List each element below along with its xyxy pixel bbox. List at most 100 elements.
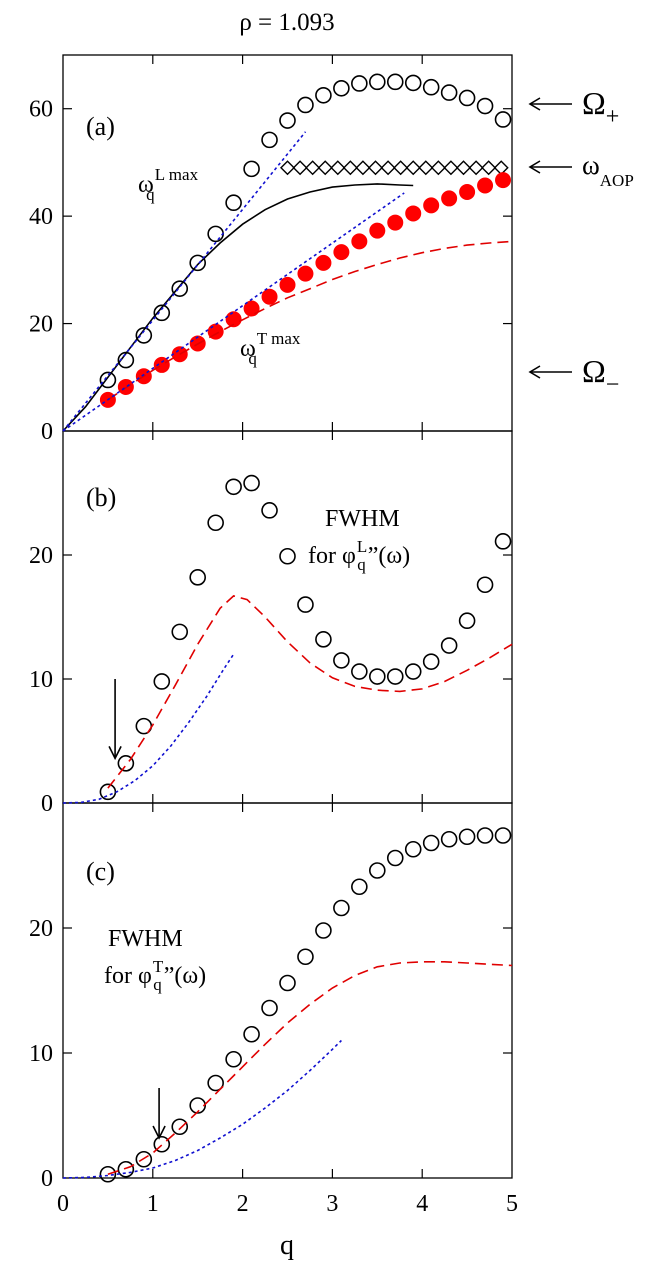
panel-a-open-circle-point-14	[351, 75, 368, 92]
panel-a-open-circle-point-2	[135, 327, 153, 344]
panel-a-blue-dotted-line-5	[62, 131, 307, 432]
panel-a-filled-circle-point-13	[333, 244, 350, 261]
panel-a-open-circle-point-0	[99, 371, 117, 389]
omega-aop-arrowhead	[528, 160, 541, 174]
panel-c-open-circle-point-2	[135, 1150, 153, 1168]
panel-b-label: (b)	[86, 483, 116, 512]
panel-a-open-circle-point-13	[333, 80, 350, 97]
panel-a-diamond-point-2	[305, 160, 321, 176]
panel-c-open-circle-point-1	[117, 1160, 135, 1178]
panel-a-open-circle-point-3	[153, 304, 171, 322]
omega-minus-label: Ω−	[582, 353, 619, 398]
panel-c-blue-dotted-line-2	[62, 1039, 342, 1179]
panel-c-open-circle-point-16	[386, 849, 404, 867]
panel-c-open-circle-point-6	[207, 1074, 224, 1092]
panel-c-open-circle-point-0	[99, 1165, 117, 1183]
panel-a-ytick-label-1: 20	[29, 312, 53, 338]
panel-a-diamond-point-15	[468, 160, 484, 176]
panel-b-open-circle-point-11	[297, 596, 314, 613]
panel-a-open-circle-point-17	[404, 74, 422, 92]
panel-b-frame	[62, 430, 513, 804]
omega-t-sub: q	[248, 349, 257, 368]
panel-a-open-circle-point-12	[315, 86, 332, 104]
panel-b-open-circle-point-9	[261, 502, 278, 519]
panel-c-open-circle-point-19	[440, 830, 458, 848]
panel-c-open-circle-point-21	[476, 827, 494, 844]
panel-a-diamond-point-17	[493, 160, 509, 176]
panel-a-open-circle-point-18	[422, 78, 440, 96]
omega-l-sub: q	[146, 185, 155, 204]
panel-b-open-circle-point-18	[422, 653, 440, 670]
panel-a-label: (a)	[86, 112, 115, 141]
panel-c-ytick-label-2: 20	[29, 916, 53, 942]
panel-c-open-circle-point-17	[404, 840, 422, 858]
panel-b-open-circle-point-8	[243, 474, 260, 492]
panel-c-open-circle-point-8	[243, 1025, 260, 1043]
panel-a-diamond-point-9	[393, 160, 409, 176]
panel-a-diamond-point-0	[280, 160, 295, 176]
omega-t-sup: T max	[257, 329, 301, 348]
panel-a-diamond-point-11	[418, 160, 434, 176]
omega-plus-main: Ω	[582, 85, 606, 121]
panel-a-open-circle-point-20	[458, 89, 476, 107]
panel-b-open-circle-point-20	[458, 612, 476, 630]
omega-l-main: ω	[138, 172, 154, 198]
panel-c-open-circle-point-10	[279, 974, 296, 992]
panel-a-filled-circle-point-18	[423, 197, 440, 214]
panel-c: (c) FWHM for φT q”(ω)	[62, 802, 513, 1179]
panel-b: (b) FWHM for φL q”(ω)	[62, 430, 513, 804]
panel-b-open-circle-point-14	[351, 663, 368, 680]
panel-a-diamond-point-12	[430, 160, 446, 176]
panel-b-open-circle-point-12	[315, 631, 332, 648]
panel-a-filled-circle-point-9	[261, 288, 278, 305]
omega-plus-sub: +	[606, 104, 620, 130]
x-tick-label-0: 0	[57, 1191, 69, 1217]
panel-b-red-dashed-line-1	[107, 595, 513, 789]
panel-a-diamond-point-4	[330, 160, 346, 176]
panel-a-open-circle-point-16	[386, 73, 404, 91]
panel-a-diamond-point-3	[317, 160, 333, 176]
panel-b-for-text: for φL q”(ω)	[308, 537, 410, 574]
panel-c-open-circle-point-9	[261, 999, 278, 1017]
panel-a-filled-circle-point-3	[153, 356, 170, 373]
panel-b-for-suffix: ”(ω)	[368, 543, 410, 569]
panel-b-open-circle-point-10	[279, 547, 296, 565]
panel-c-for-prefix: for φ	[104, 963, 152, 989]
panel-a-filled-circle-point-16	[387, 214, 404, 231]
chart-title: ρ = 1.093	[239, 9, 334, 36]
x-tick-label-4: 4	[416, 1191, 428, 1217]
panel-a-open-circle-point-7	[225, 194, 242, 212]
panel-a-open-circle-point-6	[207, 225, 224, 243]
panel-a-filled-circle-point-15	[369, 222, 386, 239]
panel-a-open-circle-point-22	[494, 111, 512, 128]
panel-a-filled-circle-point-12	[315, 254, 332, 271]
x-tick-label-3: 3	[326, 1191, 338, 1217]
panel-b-for-sub: q	[357, 555, 366, 574]
panel-b-open-circle-point-16	[386, 668, 404, 685]
panel-a-solid-line-3	[62, 183, 414, 432]
panel-a-open-circle-point-9	[261, 131, 278, 149]
panel-a-open-circle-point-11	[297, 96, 314, 114]
panel-c-ytick-label-1: 10	[29, 1041, 53, 1067]
panel-c-frame	[62, 802, 513, 1179]
panel-c-open-circle-point-15	[368, 862, 386, 879]
panel-a-filled-circle-point-17	[405, 205, 422, 222]
panel-a-filled-circle-point-19	[441, 190, 458, 207]
panel-a-diamond-point-7	[368, 160, 383, 176]
panel-a-open-circle-point-21	[476, 97, 494, 115]
panel-a-filled-circle-point-21	[477, 177, 494, 194]
panel-a-diamond-point-16	[481, 160, 497, 176]
omega-aop-main: ω	[582, 150, 600, 180]
panel-b-open-circle-point-19	[440, 637, 458, 654]
panel-c-ytick-label-0: 0	[41, 1166, 53, 1192]
panel-a-diamond-point-14	[456, 160, 471, 176]
omega-minus-main: Ω	[582, 353, 606, 389]
panel-a-diamond-point-6	[355, 160, 371, 176]
panel-c-for-sub: q	[153, 975, 162, 994]
panel-c-open-circle-point-18	[422, 834, 440, 852]
plot-marks: 0 20 40 60 0 10 20 0 10 20 0 1 2 3 4 5	[29, 55, 518, 1217]
panel-a-open-circle-point-19	[440, 84, 458, 101]
omega-t-main: ω	[240, 336, 256, 362]
x-tick-label-2: 2	[237, 1191, 249, 1217]
